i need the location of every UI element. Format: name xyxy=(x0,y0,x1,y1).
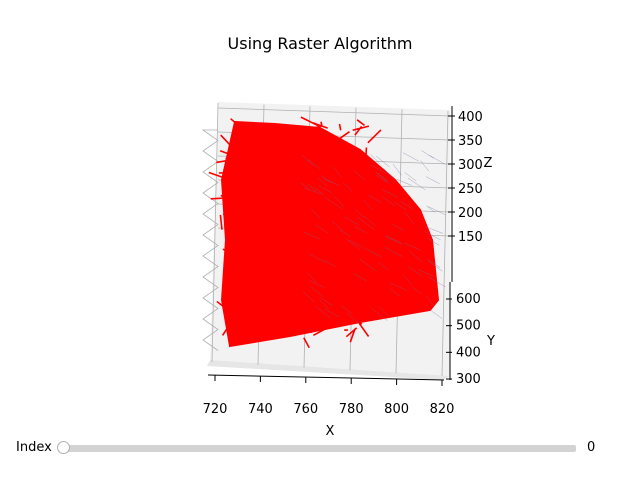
y-tick-label: 600 xyxy=(456,292,481,307)
z-tick-label: 350 xyxy=(458,134,483,149)
index-slider-handle[interactable] xyxy=(57,441,70,454)
x-axis-label: X xyxy=(326,424,335,439)
y-tick-label: 300 xyxy=(456,372,481,387)
x-tick-label: 760 xyxy=(293,402,318,417)
z-tick-label: 300 xyxy=(458,158,483,173)
surface-wireframe-shade xyxy=(300,150,446,324)
z-tick-label: 250 xyxy=(458,182,483,197)
x-axis-line xyxy=(207,374,445,381)
floor-pane xyxy=(207,360,450,380)
x-tick-label: 720 xyxy=(203,402,228,417)
y-axis-label: Y xyxy=(486,334,495,349)
z-grid-line xyxy=(217,107,451,117)
x-tick-label: 740 xyxy=(248,402,273,417)
side-pane-grid xyxy=(201,129,219,351)
slider-label: Index xyxy=(16,440,52,455)
z-tick-label: 200 xyxy=(458,206,483,221)
y-tick-label: 400 xyxy=(456,345,481,360)
surface-mesh xyxy=(208,116,446,349)
tick-labels: 720 740 760 780 800 8203004005006001502002503… xyxy=(203,110,483,417)
surface-wireframe xyxy=(208,116,389,349)
x-tick-label: 780 xyxy=(339,402,364,417)
x-tick-label: 820 xyxy=(430,402,455,417)
chart-title: Using Raster Algorithm xyxy=(227,34,413,53)
slider-value: 0 xyxy=(587,440,596,455)
axis-lines xyxy=(207,106,455,386)
x-grid-line xyxy=(441,110,449,377)
index-slider-track[interactable] xyxy=(64,445,576,452)
x-grid-line xyxy=(211,102,219,363)
z-axis-label: Z xyxy=(484,156,493,171)
y-tick-label: 500 xyxy=(456,319,481,334)
x-tick-label: 800 xyxy=(384,402,409,417)
z-tick-label: 400 xyxy=(458,110,483,125)
z-tick-label: 150 xyxy=(458,230,483,245)
